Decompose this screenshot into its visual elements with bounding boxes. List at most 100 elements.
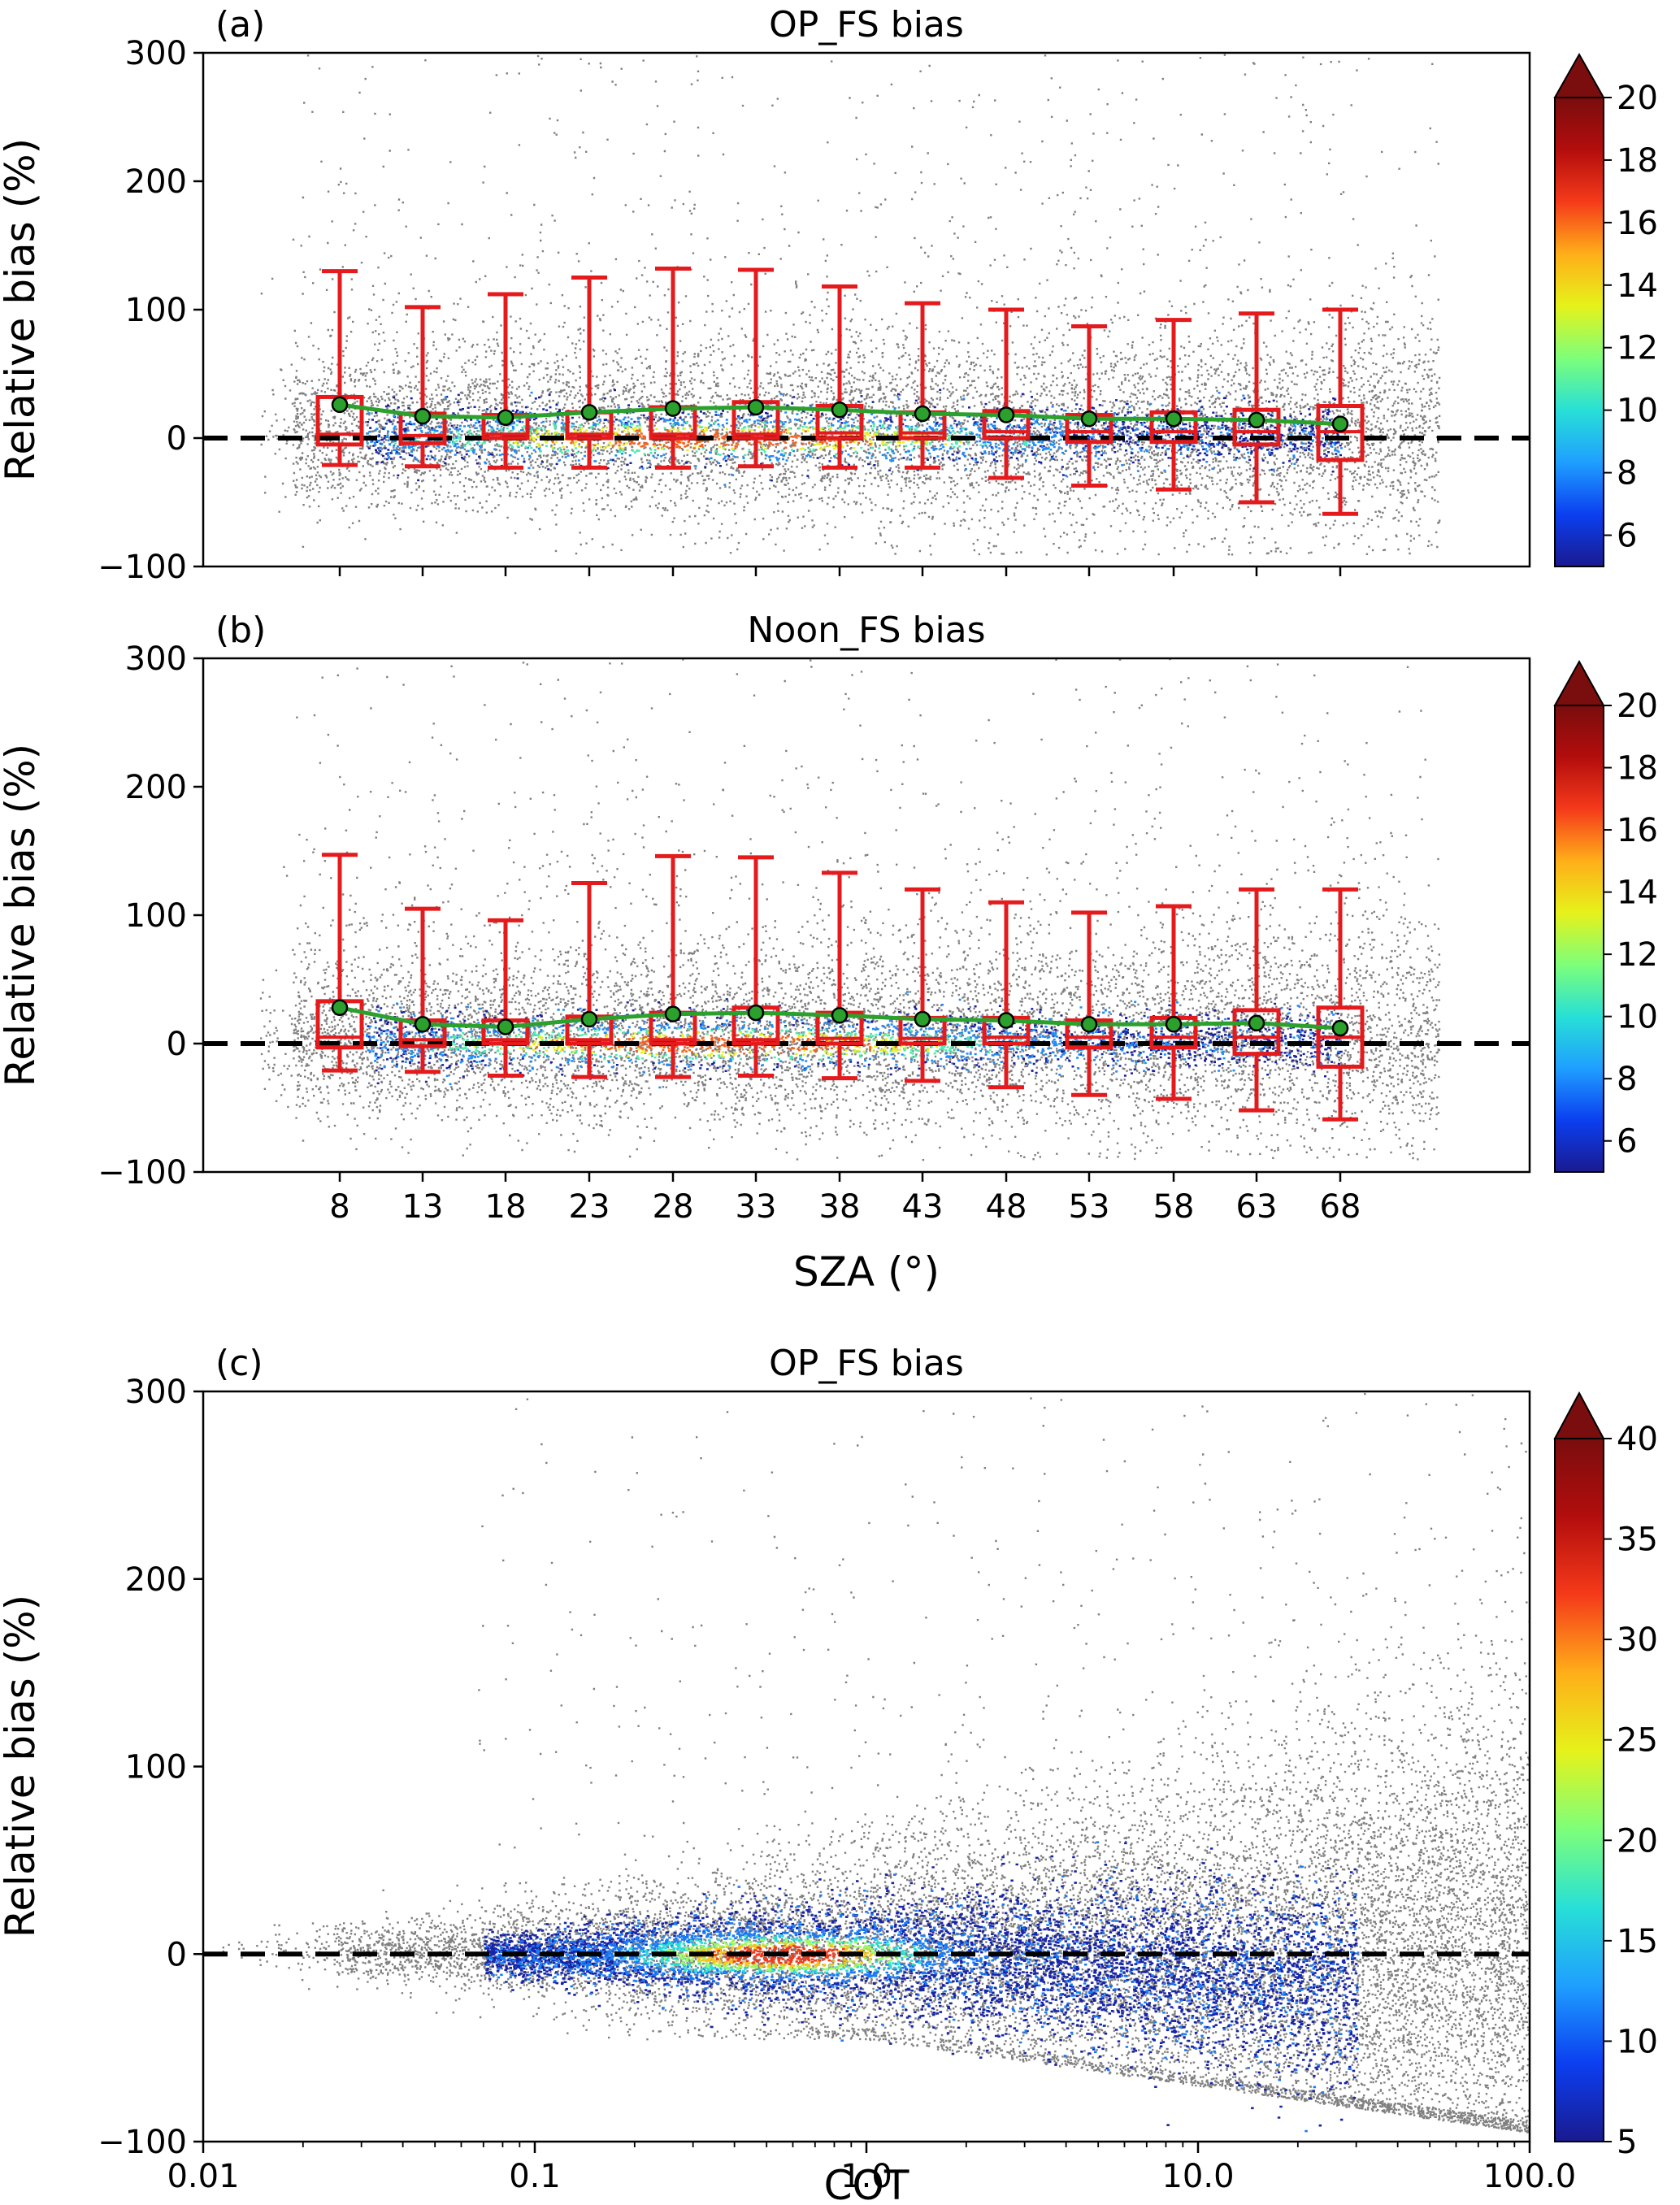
colorbar-tick-label: 15	[1617, 1923, 1658, 1960]
colorbar-tick-label: 10	[1617, 2023, 1658, 2060]
x-tick-label: 48	[986, 1188, 1027, 1226]
panel-title: OP_FS bias	[769, 1343, 964, 1384]
x-ticks: 0.01 0.1 1.0 10.0 100.0	[167, 2142, 1576, 2195]
colorbar-gradient	[1554, 97, 1604, 567]
mean-marker-28	[664, 1005, 682, 1022]
x-tick-label: 68	[1320, 1188, 1361, 1226]
mean-marker-48	[997, 1012, 1015, 1029]
x-tick-label: 18	[485, 1188, 527, 1226]
y-ticks: 300 200 100 0 −100	[98, 1374, 203, 2161]
mean-markers	[331, 999, 1349, 1037]
colorbar-tick-label: 20	[1617, 688, 1658, 725]
colorbar-tick-label: 8	[1617, 455, 1637, 493]
x-tick-label: 8	[329, 1188, 349, 1226]
x-tick-label: 43	[902, 1188, 944, 1226]
panel-a: 300 200 100 0 −100 (a) OP_FS bias Relative b…	[0, 4, 1658, 586]
colorbar-tick-label: 16	[1617, 812, 1658, 849]
boxplot-53	[1065, 910, 1113, 1097]
plot-frame	[202, 657, 1531, 1174]
boxplot-8	[315, 853, 364, 1073]
x-tick-label: 0.1	[509, 2158, 561, 2195]
colorbar-tick-label: 35	[1617, 1521, 1658, 1559]
y-tick-label: 200	[125, 163, 187, 201]
y-ticks: 300 200 100 0 −100	[98, 640, 203, 1191]
x-axis-label: SZA (°)	[793, 1248, 940, 1296]
density-level-0	[484, 1842, 1359, 2127]
panel-label: (c)	[215, 1343, 263, 1384]
boxplot-13	[398, 906, 447, 1074]
box-iqr	[1232, 1008, 1281, 1057]
colorbar-gradient	[1554, 705, 1604, 1173]
mean-marker-63	[1248, 1014, 1265, 1031]
y-tick-label: 0	[167, 1026, 187, 1063]
boxplots	[315, 266, 1365, 516]
y-tick-label: 0	[167, 1936, 187, 1973]
colorbar-tick-label: 8	[1617, 1061, 1637, 1098]
y-tick-label: 300	[125, 1374, 187, 1411]
x-tick-label: 58	[1153, 1188, 1195, 1226]
x-ticks: 8 13 18 23 28 33 38 43 48 53 58 63 68	[329, 1172, 1361, 1226]
y-tick-label: 0	[167, 420, 187, 458]
y-tick-label: −100	[98, 2124, 187, 2161]
mean-marker-58	[1165, 410, 1183, 428]
mean-marker-13	[414, 407, 432, 425]
boxplot-28	[649, 266, 697, 470]
x-tick-label: 10.0	[1161, 2158, 1234, 2195]
mean-marker-53	[1080, 410, 1098, 428]
x-tick-label: 23	[569, 1188, 610, 1226]
colorbar-tick-label: 6	[1617, 1123, 1637, 1161]
mean-marker-33	[747, 398, 765, 416]
mean-marker-28	[664, 400, 682, 417]
x-tick-label: 28	[653, 1188, 694, 1226]
colorbar-tick-label: 12	[1617, 936, 1658, 974]
mean-marker-38	[831, 1006, 849, 1024]
x-tick-label: 100.0	[1483, 2158, 1577, 2195]
colorbar-tick-label: 20	[1617, 1822, 1658, 1860]
mean-marker-8	[331, 396, 349, 414]
boxplot-28	[649, 853, 697, 1079]
mean-marker-38	[831, 401, 849, 419]
y-tick-label: 100	[125, 1749, 187, 1786]
boxplot-8	[315, 269, 364, 467]
colorbar-tick-label: 40	[1617, 1421, 1658, 1458]
density-level-0	[367, 388, 1344, 482]
boxplot-53	[1065, 324, 1113, 488]
mean-marker-33	[747, 1004, 765, 1022]
colorbar-tick-label: 20	[1617, 80, 1658, 117]
y-ticks: 300 200 100 0 −100	[98, 35, 203, 586]
panel-title: OP_FS bias	[769, 4, 964, 46]
mean-marker-23	[580, 1010, 598, 1028]
x-tick-label: 1.0	[840, 2158, 892, 2195]
mean-marker-58	[1165, 1016, 1183, 1033]
boxplot-68	[1316, 307, 1365, 516]
x-ticks	[338, 566, 1342, 576]
y-tick-label: −100	[98, 1154, 187, 1191]
colorbar-tick-label: 18	[1617, 750, 1658, 788]
colorbar-tick-label: 14	[1617, 267, 1658, 305]
scatter-points	[259, 658, 1441, 1161]
panel-title: Noon_FS bias	[747, 610, 985, 651]
box-iqr	[1232, 407, 1281, 447]
y-tick-label: 300	[125, 35, 187, 72]
panel-c: 300 200 100 0 −100 0.01 0.1 1.0 10.0 100.0 (c) O…	[0, 1343, 1658, 2205]
scatter-cloud	[259, 658, 1441, 1161]
colorbar: 20 18 16 14 12 10 8 6	[1553, 52, 1658, 567]
y-tick-label: 300	[125, 640, 187, 678]
colorbar-tick-label: 25	[1617, 1722, 1658, 1760]
mean-marker-18	[497, 409, 514, 426]
density-points	[366, 990, 1344, 1089]
boxplot-63	[1232, 887, 1281, 1113]
colorbar-tick-label: 12	[1617, 330, 1658, 367]
colorbar: 20 18 16 14 12 10 8 6	[1553, 659, 1658, 1173]
colorbar-extend-arrow	[1553, 52, 1605, 98]
colorbar-extend-arrow	[1553, 1391, 1605, 1439]
mean-marker-53	[1080, 1016, 1098, 1033]
x-tick-label: 33	[736, 1188, 777, 1226]
x-tick-label: 38	[819, 1188, 861, 1226]
boxplot-33	[731, 267, 780, 469]
boxplot-18	[481, 918, 530, 1078]
scatter-points	[260, 54, 1441, 556]
x-tick-label: 63	[1236, 1188, 1278, 1226]
density-level-4	[536, 1034, 898, 1055]
boxplots	[315, 853, 1365, 1122]
